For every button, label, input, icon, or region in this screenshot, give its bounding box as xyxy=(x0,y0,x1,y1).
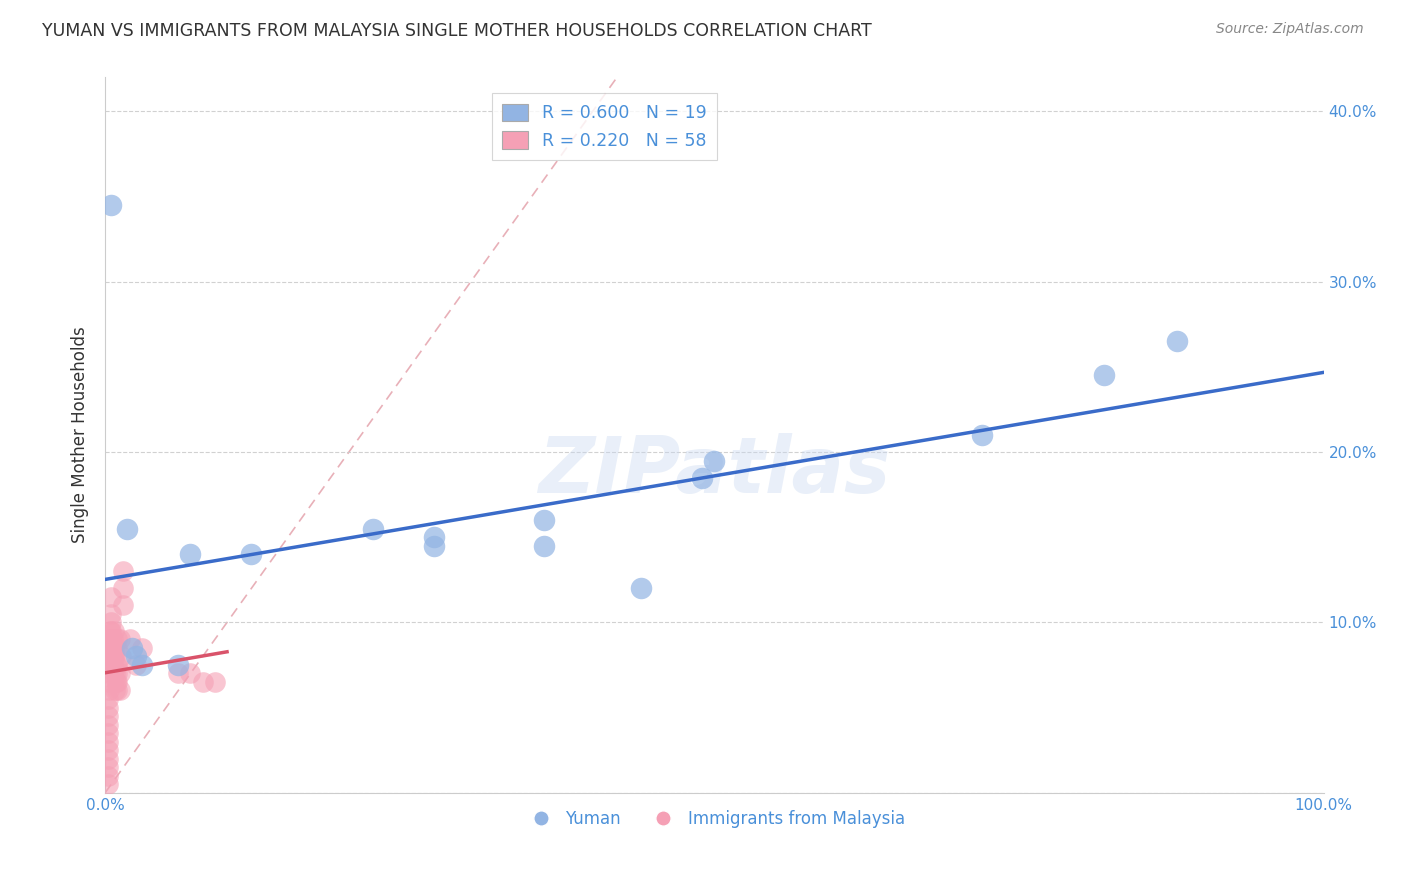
Point xyxy=(97,734,120,748)
Text: ZIPatlas: ZIPatlas xyxy=(538,433,890,508)
Point xyxy=(97,666,120,681)
Point xyxy=(361,522,384,536)
Point xyxy=(100,640,122,655)
Text: Source: ZipAtlas.com: Source: ZipAtlas.com xyxy=(1216,22,1364,37)
Point xyxy=(97,692,120,706)
Point xyxy=(97,700,120,714)
Point xyxy=(97,683,120,698)
Point xyxy=(104,666,127,681)
Point xyxy=(101,649,124,664)
Point xyxy=(1092,368,1115,383)
Point xyxy=(533,539,555,553)
Point xyxy=(105,683,128,698)
Point xyxy=(105,666,128,681)
Point xyxy=(101,632,124,647)
Point xyxy=(103,640,125,655)
Point xyxy=(179,547,201,561)
Point xyxy=(100,590,122,604)
Point xyxy=(108,632,131,647)
Point xyxy=(97,657,120,672)
Point xyxy=(103,649,125,664)
Point xyxy=(179,666,201,681)
Point xyxy=(104,649,127,664)
Point xyxy=(112,564,135,578)
Point xyxy=(101,657,124,672)
Point xyxy=(100,607,122,621)
Point xyxy=(121,640,143,655)
Point xyxy=(105,675,128,690)
Point xyxy=(1166,334,1188,349)
Point xyxy=(100,624,122,638)
Point xyxy=(690,470,713,484)
Text: YUMAN VS IMMIGRANTS FROM MALAYSIA SINGLE MOTHER HOUSEHOLDS CORRELATION CHART: YUMAN VS IMMIGRANTS FROM MALAYSIA SINGLE… xyxy=(42,22,872,40)
Point xyxy=(204,675,226,690)
Point xyxy=(118,632,141,647)
Point xyxy=(100,615,122,630)
Point xyxy=(98,640,121,655)
Point xyxy=(98,624,121,638)
Point xyxy=(630,582,652,596)
Point xyxy=(105,657,128,672)
Point xyxy=(100,198,122,212)
Point xyxy=(191,675,214,690)
Point xyxy=(240,547,263,561)
Point xyxy=(423,530,446,544)
Point xyxy=(124,649,146,664)
Point xyxy=(105,632,128,647)
Point xyxy=(124,657,146,672)
Y-axis label: Single Mother Households: Single Mother Households xyxy=(72,326,89,543)
Point xyxy=(167,657,190,672)
Point xyxy=(105,657,128,672)
Point xyxy=(103,624,125,638)
Point xyxy=(97,777,120,791)
Point xyxy=(97,717,120,731)
Point xyxy=(115,522,138,536)
Point xyxy=(533,513,555,527)
Point xyxy=(100,649,122,664)
Point xyxy=(972,428,994,442)
Point xyxy=(105,640,128,655)
Point xyxy=(97,760,120,774)
Point xyxy=(423,539,446,553)
Point xyxy=(104,683,127,698)
Point xyxy=(703,453,725,467)
Point xyxy=(97,743,120,757)
Point xyxy=(97,751,120,765)
Point xyxy=(98,632,121,647)
Point xyxy=(131,657,153,672)
Point xyxy=(101,666,124,681)
Point xyxy=(108,666,131,681)
Point xyxy=(112,582,135,596)
Point xyxy=(97,769,120,783)
Point xyxy=(131,640,153,655)
Point xyxy=(105,675,128,690)
Point xyxy=(97,726,120,740)
Point xyxy=(112,599,135,613)
Point xyxy=(108,683,131,698)
Point xyxy=(110,649,132,664)
Legend: Yuman, Immigrants from Malaysia: Yuman, Immigrants from Malaysia xyxy=(517,803,911,834)
Point xyxy=(97,709,120,723)
Point xyxy=(98,649,121,664)
Point xyxy=(167,666,190,681)
Point xyxy=(100,632,122,647)
Point xyxy=(97,675,120,690)
